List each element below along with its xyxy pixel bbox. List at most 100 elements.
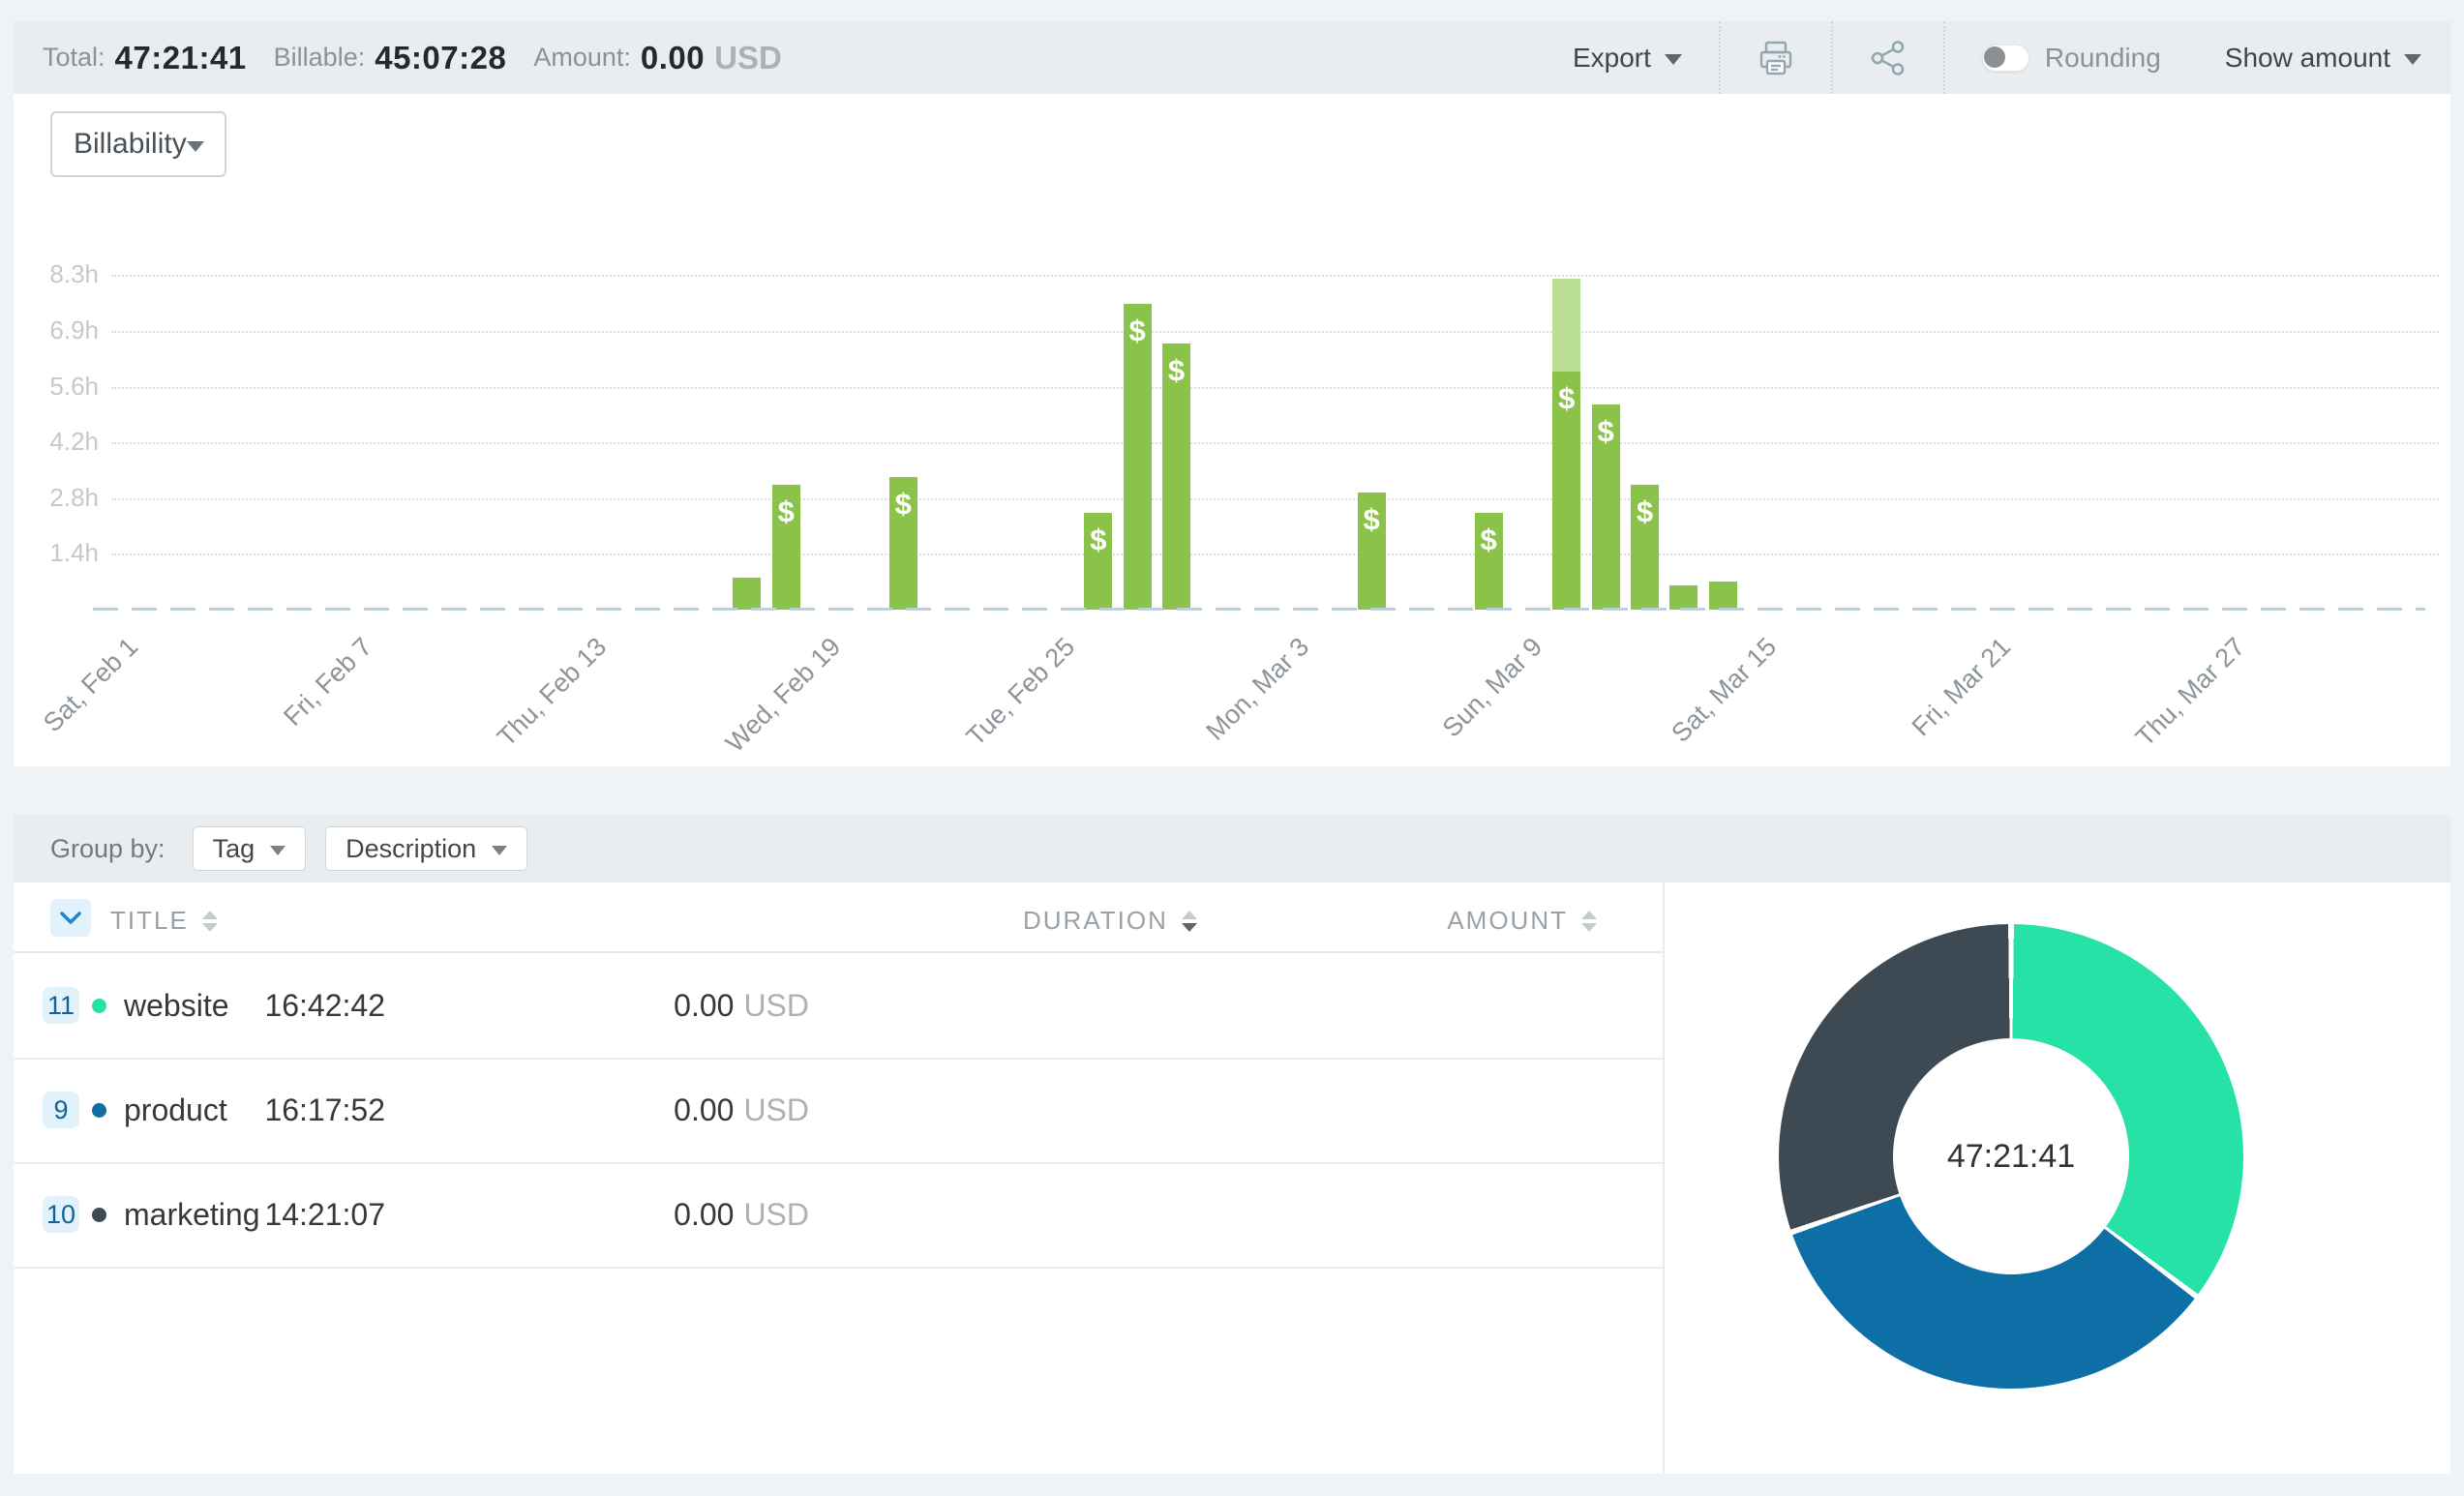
- sort-icon: [1581, 910, 1597, 932]
- dollar-badge: $: [1558, 381, 1576, 415]
- entry-count-badge: 10: [43, 1196, 79, 1233]
- group-by-bar: Group by: Tag Description: [14, 815, 2450, 883]
- column-header-amount[interactable]: AMOUNT: [1447, 906, 1597, 936]
- group-primary-dropdown[interactable]: Tag: [192, 826, 307, 871]
- bar-Mon, Feb 17[interactable]: [733, 578, 762, 610]
- bar-Wed, Feb 26[interactable]: [1084, 513, 1113, 610]
- chevron-down-icon: [1664, 54, 1682, 65]
- amount-currency: USD: [743, 1092, 809, 1127]
- gridline: [111, 275, 2439, 278]
- rounding-control: Rounding: [1981, 42, 2161, 74]
- bar-Tue, Mar 11[interactable]: [1591, 404, 1620, 610]
- bar-nonbillable-Mon, Mar 10[interactable]: [1552, 279, 1581, 372]
- gridline: [111, 497, 2439, 500]
- group-secondary-value: Description: [346, 833, 477, 863]
- sort-icon: [201, 910, 218, 932]
- table-row-product[interactable]: 9 product 16:17:52 0.00 USD: [14, 1058, 1663, 1164]
- rounding-label: Rounding: [2044, 42, 2161, 73]
- gridline: [111, 331, 2439, 333]
- duration-header-label: DURATION: [1023, 906, 1168, 935]
- share-icon: [1871, 40, 1905, 75]
- chevron-down-icon: [60, 911, 81, 924]
- group-by-label: Group by:: [50, 833, 165, 863]
- total-label: Total:: [43, 43, 105, 72]
- bar-Thu, Feb 27[interactable]: [1123, 304, 1152, 610]
- totals-toolbar: Total: 47:21:41 Billable: 45:07:28 Amoun…: [14, 21, 2450, 94]
- bar-Wed, Mar 12[interactable]: [1630, 485, 1659, 610]
- panel-divider: [1663, 883, 1665, 1474]
- show-amount-dropdown[interactable]: Show amount: [2225, 43, 2421, 74]
- entry-count-badge: 9: [43, 1092, 79, 1128]
- group-primary-value: Tag: [212, 833, 255, 863]
- bar-chart-panel: Billability 1.4h 2.8h 4.2h 5.6h 6.9h 8.3h Sat,…: [14, 94, 2450, 766]
- y-axis-tick-label: 2.8h: [49, 482, 99, 512]
- y-axis-tick-label: 8.3h: [49, 259, 99, 289]
- amount-value: 0.00: [640, 39, 706, 75]
- dollar-badge: $: [1597, 414, 1614, 448]
- y-axis-tick-label: 4.2h: [49, 427, 99, 457]
- toggle-knob: [1983, 45, 2005, 68]
- y-axis-tick-label: 1.4h: [49, 538, 99, 568]
- gridline: [111, 554, 2439, 556]
- export-button[interactable]: Export: [1573, 43, 1719, 74]
- chevron-down-icon: [270, 846, 286, 855]
- duration-value: 14:21:07: [264, 1197, 385, 1232]
- billable-value: 45:07:28: [375, 39, 507, 75]
- bar-Fri, Feb 28[interactable]: [1162, 344, 1190, 610]
- show-amount-label: Show amount: [2224, 42, 2390, 73]
- gridline: [111, 386, 2439, 389]
- table-row-website[interactable]: 11 website 16:42:42 0.00 USD: [14, 953, 1663, 1060]
- y-axis-tick-label: 6.9h: [49, 315, 99, 344]
- rounding-toggle[interactable]: [1981, 44, 2029, 72]
- column-header-duration[interactable]: DURATION: [1023, 906, 1197, 936]
- bar-Wed, Mar 5[interactable]: [1357, 493, 1386, 610]
- amount-currency: USD: [743, 1197, 809, 1232]
- tag-color-dot: [92, 1103, 106, 1118]
- chevron-down-icon: [492, 846, 508, 855]
- chart-mode-dropdown[interactable]: Billability: [50, 111, 226, 177]
- chart-mode-value: Billability: [74, 128, 187, 160]
- toolbar-actions: Export: [1573, 21, 2421, 94]
- amount-value: 0.00 USD: [674, 1197, 809, 1232]
- export-label: Export: [1572, 42, 1651, 73]
- header-divider: [14, 951, 1663, 953]
- print-button[interactable]: [1756, 21, 1796, 94]
- amount-header-label: AMOUNT: [1447, 906, 1568, 935]
- group-secondary-dropdown[interactable]: Description: [325, 826, 528, 871]
- share-button[interactable]: [1868, 21, 1908, 94]
- divider: [1718, 21, 1721, 94]
- dollar-badge: $: [777, 494, 795, 528]
- summary-panel: Group by: Tag Description TITLE DURATION…: [14, 815, 2450, 1474]
- dollar-badge: $: [1167, 353, 1186, 387]
- chevron-down-icon: [2404, 54, 2421, 65]
- donut-chart[interactable]: 47:21:41: [1779, 924, 2243, 1389]
- divider: [1830, 21, 1833, 94]
- bar-Fri, Mar 14[interactable]: [1708, 582, 1737, 610]
- table-row-marketing[interactable]: 10 marketing 14:21:07 0.00 USD: [14, 1162, 1663, 1269]
- tag-name: website: [124, 988, 229, 1023]
- amount-value: 0.00 USD: [674, 1092, 809, 1127]
- bar-Tue, Feb 18[interactable]: [771, 485, 800, 610]
- sort-icon-active-desc: [1181, 910, 1197, 932]
- duration-value: 16:42:42: [264, 988, 385, 1023]
- tag-name: product: [124, 1092, 227, 1127]
- tag-color-dot: [92, 999, 106, 1013]
- dollar-badge: $: [1090, 523, 1107, 556]
- dollar-badge: $: [1480, 523, 1497, 556]
- total-value: 47:21:41: [114, 39, 247, 75]
- tag-color-dot: [92, 1208, 106, 1222]
- bar-Fri, Feb 21[interactable]: [888, 477, 917, 610]
- bar-Mon, Mar 10[interactable]: [1552, 372, 1581, 610]
- dollar-badge: $: [894, 487, 912, 521]
- donut-total-label: 47:21:41: [1946, 1137, 2076, 1175]
- column-header-title[interactable]: TITLE: [110, 906, 218, 936]
- amount-label: Amount:: [533, 43, 631, 72]
- dollar-badge: $: [1636, 494, 1654, 528]
- bar-Sat, Mar 8[interactable]: [1474, 513, 1503, 610]
- bar-Thu, Mar 13[interactable]: [1669, 585, 1698, 610]
- gridline: [111, 442, 2439, 445]
- collapse-all-button[interactable]: [50, 899, 91, 937]
- amount-value: 0.00 USD: [674, 988, 809, 1023]
- amount-currency: USD: [743, 988, 809, 1023]
